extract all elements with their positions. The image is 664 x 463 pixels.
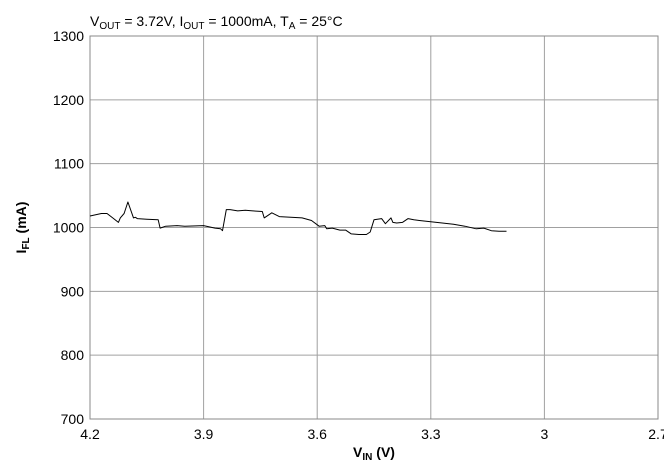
x-tick-label: 4.2 bbox=[80, 426, 100, 442]
chart-title-part: = 25°C bbox=[295, 13, 342, 29]
x-tick-label: 3.6 bbox=[307, 426, 327, 442]
series-line-1 bbox=[89, 201, 507, 235]
x-axis-label-unit: (V) bbox=[372, 444, 395, 460]
x-tick-label: 3.3 bbox=[421, 426, 441, 442]
chart-title-part: A bbox=[289, 21, 296, 32]
y-axis-label: IFL (mA) bbox=[13, 202, 32, 254]
chart-title-part: OUT bbox=[99, 21, 120, 32]
chart-title-part: = 3.72V, I bbox=[120, 13, 183, 29]
y-tick-label: 1100 bbox=[54, 156, 84, 172]
y-tick-label: 1000 bbox=[53, 220, 84, 236]
y-tick-label: 900 bbox=[61, 283, 85, 299]
y-tick-label: 700 bbox=[61, 411, 85, 427]
x-axis-label-sub: IN bbox=[362, 452, 372, 463]
series-layer bbox=[89, 201, 507, 235]
chart-title-part: OUT bbox=[183, 21, 204, 32]
x-tick-labels: 4.2 3.9 3.6 3.3 3 2.7 bbox=[80, 426, 664, 442]
y-axis-label-main: I bbox=[13, 250, 29, 254]
chart-title: VOUT = 3.72V, IOUT = 1000mA, TA = 25°C bbox=[90, 13, 343, 32]
x-tick-label: 3 bbox=[541, 426, 549, 442]
y-tick-labels: 700 800 900 1000 1100 1200 1300 bbox=[53, 28, 84, 427]
x-tick-label: 2.7 bbox=[648, 426, 664, 442]
y-axis-label-unit: (mA) bbox=[13, 202, 29, 238]
y-tick-label: 1300 bbox=[53, 28, 84, 44]
x-tick-label: 3.9 bbox=[194, 426, 214, 442]
plot-frame bbox=[89, 35, 659, 420]
chart-title-part: = 1000mA, T bbox=[205, 13, 290, 29]
x-axis-label-main: V bbox=[353, 444, 363, 460]
y-tick-label: 800 bbox=[61, 347, 85, 363]
y-axis-label-sub: FL bbox=[21, 237, 32, 249]
y-tick-label: 1200 bbox=[53, 92, 84, 108]
chart-title-part: V bbox=[90, 13, 100, 29]
x-axis-label: VIN (V) bbox=[353, 444, 395, 463]
